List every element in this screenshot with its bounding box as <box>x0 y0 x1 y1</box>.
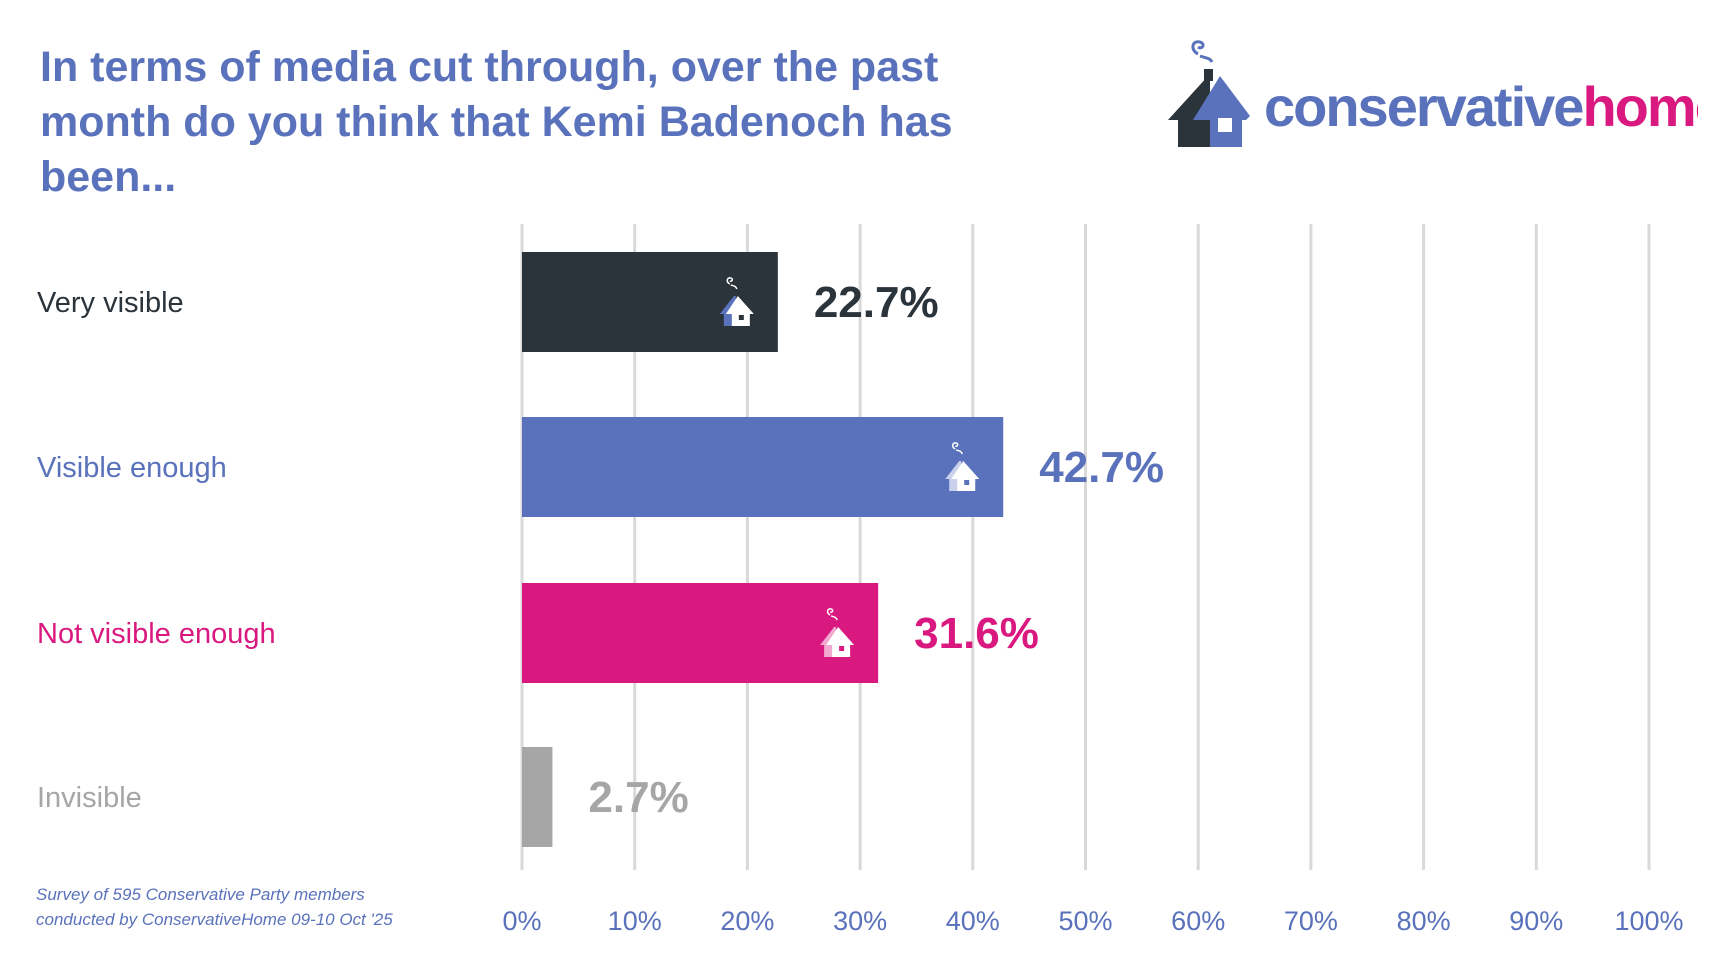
x-tick-label: 20% <box>720 906 774 936</box>
x-tick-label: 50% <box>1058 906 1112 936</box>
chart-title: In terms of media cut through, over the … <box>40 43 953 201</box>
conservativehome-logo: conservativehome <box>1168 40 1698 147</box>
house-icon <box>945 442 980 491</box>
footnote-line-2: conducted by ConservativeHome 09-10 Oct … <box>36 910 393 929</box>
smoke <box>951 442 963 455</box>
x-tick-label: 10% <box>608 906 662 936</box>
category-label: Invisible <box>37 782 142 814</box>
house-window <box>839 646 845 651</box>
data-label: 2.7% <box>588 773 688 822</box>
bar <box>522 417 1004 517</box>
x-tick-label: 60% <box>1171 906 1225 936</box>
bar <box>522 747 553 847</box>
x-tick-label: 0% <box>502 906 541 936</box>
bar <box>522 583 879 683</box>
house-logo-icon <box>1168 40 1250 147</box>
footnote-line-1: Survey of 595 Conservative Party members <box>36 885 365 904</box>
x-tick-label: 30% <box>833 906 887 936</box>
x-tick-label: 80% <box>1397 906 1451 936</box>
house-icon <box>820 608 855 657</box>
smoke <box>726 277 738 290</box>
house-right <box>951 461 980 491</box>
house-right <box>826 627 855 657</box>
x-tick-label: 90% <box>1509 906 1563 936</box>
x-tick-label: 40% <box>946 906 1000 936</box>
data-label: 42.7% <box>1039 443 1164 492</box>
logo-text: conservativehome <box>1264 75 1698 138</box>
house-right <box>725 296 754 326</box>
category-label: Very visible <box>37 287 184 319</box>
data-label: 22.7% <box>814 278 939 327</box>
category-label: Visible enough <box>37 452 227 484</box>
house-window <box>964 480 970 485</box>
house-icon <box>719 277 754 326</box>
x-tick-label: 70% <box>1284 906 1338 936</box>
x-tick-label: 100% <box>1614 906 1683 936</box>
smoke <box>826 608 838 621</box>
category-label: Not visible enough <box>37 618 276 650</box>
house-window <box>738 315 744 320</box>
data-label: 31.6% <box>914 609 1039 658</box>
